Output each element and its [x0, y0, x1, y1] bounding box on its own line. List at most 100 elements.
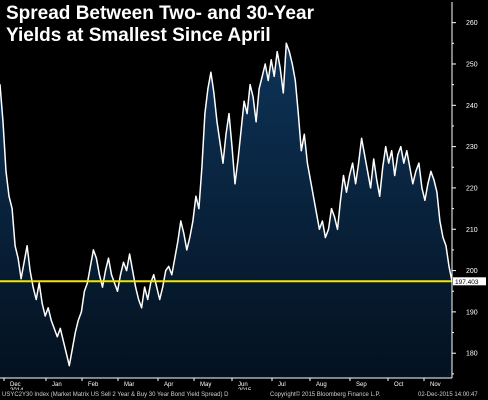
data-point [119, 274, 122, 276]
y-tick-label: 230 [466, 144, 478, 151]
data-point [294, 79, 296, 82]
data-point [261, 75, 263, 77]
data-point [195, 195, 197, 197]
y-tick-label: 210 [466, 227, 478, 234]
data-point [376, 179, 378, 181]
data-point [198, 208, 200, 210]
data-point [388, 162, 390, 164]
data-point [324, 236, 326, 239]
data-point [379, 195, 381, 197]
data-point [5, 170, 7, 172]
data-point [207, 88, 209, 90]
data-point [424, 199, 426, 201]
data-point [20, 278, 22, 280]
data-point [95, 257, 97, 259]
data-point [177, 241, 179, 243]
data-point [421, 187, 423, 189]
y-tick-label: 250 [466, 61, 478, 68]
data-point [168, 265, 170, 267]
x-tick-label: Dec [10, 382, 21, 388]
chart-title: Spread Between Two- and 30-Year Yields a… [6, 3, 314, 47]
data-point [116, 290, 119, 292]
data-point [418, 162, 420, 164]
data-point [348, 174, 351, 177]
data-point [89, 265, 91, 267]
data-point [391, 150, 393, 152]
reference-label: 197.403 [455, 279, 479, 286]
x-tick-label: Jan [52, 382, 62, 388]
data-point [385, 146, 387, 148]
data-point [439, 220, 441, 222]
data-point [174, 257, 176, 259]
footer-timestamp: 02-Dec-2015 14:00:47 [418, 392, 478, 398]
x-tick-label: Oct [394, 382, 404, 388]
data-point [41, 303, 43, 305]
data-point [98, 274, 100, 276]
data-point [204, 113, 206, 115]
data-point [165, 270, 167, 272]
data-point [228, 113, 230, 115]
data-point [412, 183, 414, 185]
data-point [264, 63, 266, 65]
data-point [14, 245, 16, 247]
data-point [373, 158, 375, 160]
data-point [234, 183, 236, 185]
data-point [330, 208, 333, 210]
data-point [38, 282, 40, 284]
data-point [210, 71, 212, 73]
data-point [339, 199, 342, 201]
data-point [77, 319, 79, 321]
data-point [252, 96, 254, 98]
data-point [315, 212, 317, 214]
data-point [433, 179, 435, 181]
data-point [270, 59, 272, 61]
data-point [312, 195, 314, 197]
y-tick-label: 220 [466, 185, 478, 192]
data-point [415, 170, 417, 172]
data-point [403, 162, 405, 164]
data-point [26, 245, 28, 247]
data-point [243, 100, 245, 102]
chart-title-line-1: Spread Between Two- and 30-Year [6, 3, 314, 24]
data-point [222, 162, 224, 164]
data-point [370, 187, 372, 189]
data-point [107, 257, 110, 259]
data-point [246, 113, 248, 115]
data-point [104, 270, 107, 272]
data-point [74, 331, 76, 334]
data-point [29, 270, 31, 272]
data-point [62, 340, 64, 342]
data-point [171, 274, 173, 276]
data-point [361, 137, 363, 139]
data-point [445, 245, 447, 247]
reference-label-box [453, 277, 486, 286]
data-point [306, 162, 308, 164]
data-point [8, 195, 10, 197]
data-point [65, 352, 67, 354]
data-point [213, 92, 215, 94]
data-point [180, 220, 182, 222]
data-point [382, 166, 384, 168]
data-point [86, 282, 88, 284]
data-point [113, 282, 116, 284]
y-tick-label: 200 [466, 268, 478, 275]
data-point [367, 170, 369, 172]
chart-title-line-2: Yields at Smallest Since April [6, 25, 271, 46]
data-point [2, 121, 4, 123]
data-point [35, 298, 37, 301]
data-point [150, 282, 152, 284]
data-point [345, 191, 348, 193]
data-point [448, 265, 450, 267]
data-point [225, 133, 227, 135]
data-point [321, 220, 323, 222]
data-point [318, 228, 320, 230]
data-point [144, 286, 146, 288]
data-point [122, 261, 125, 263]
data-point [216, 121, 218, 123]
data-point [83, 290, 85, 292]
data-point [68, 365, 70, 367]
data-point [309, 179, 311, 181]
data-point [231, 146, 233, 148]
data-point [358, 162, 360, 164]
data-point [135, 286, 137, 288]
